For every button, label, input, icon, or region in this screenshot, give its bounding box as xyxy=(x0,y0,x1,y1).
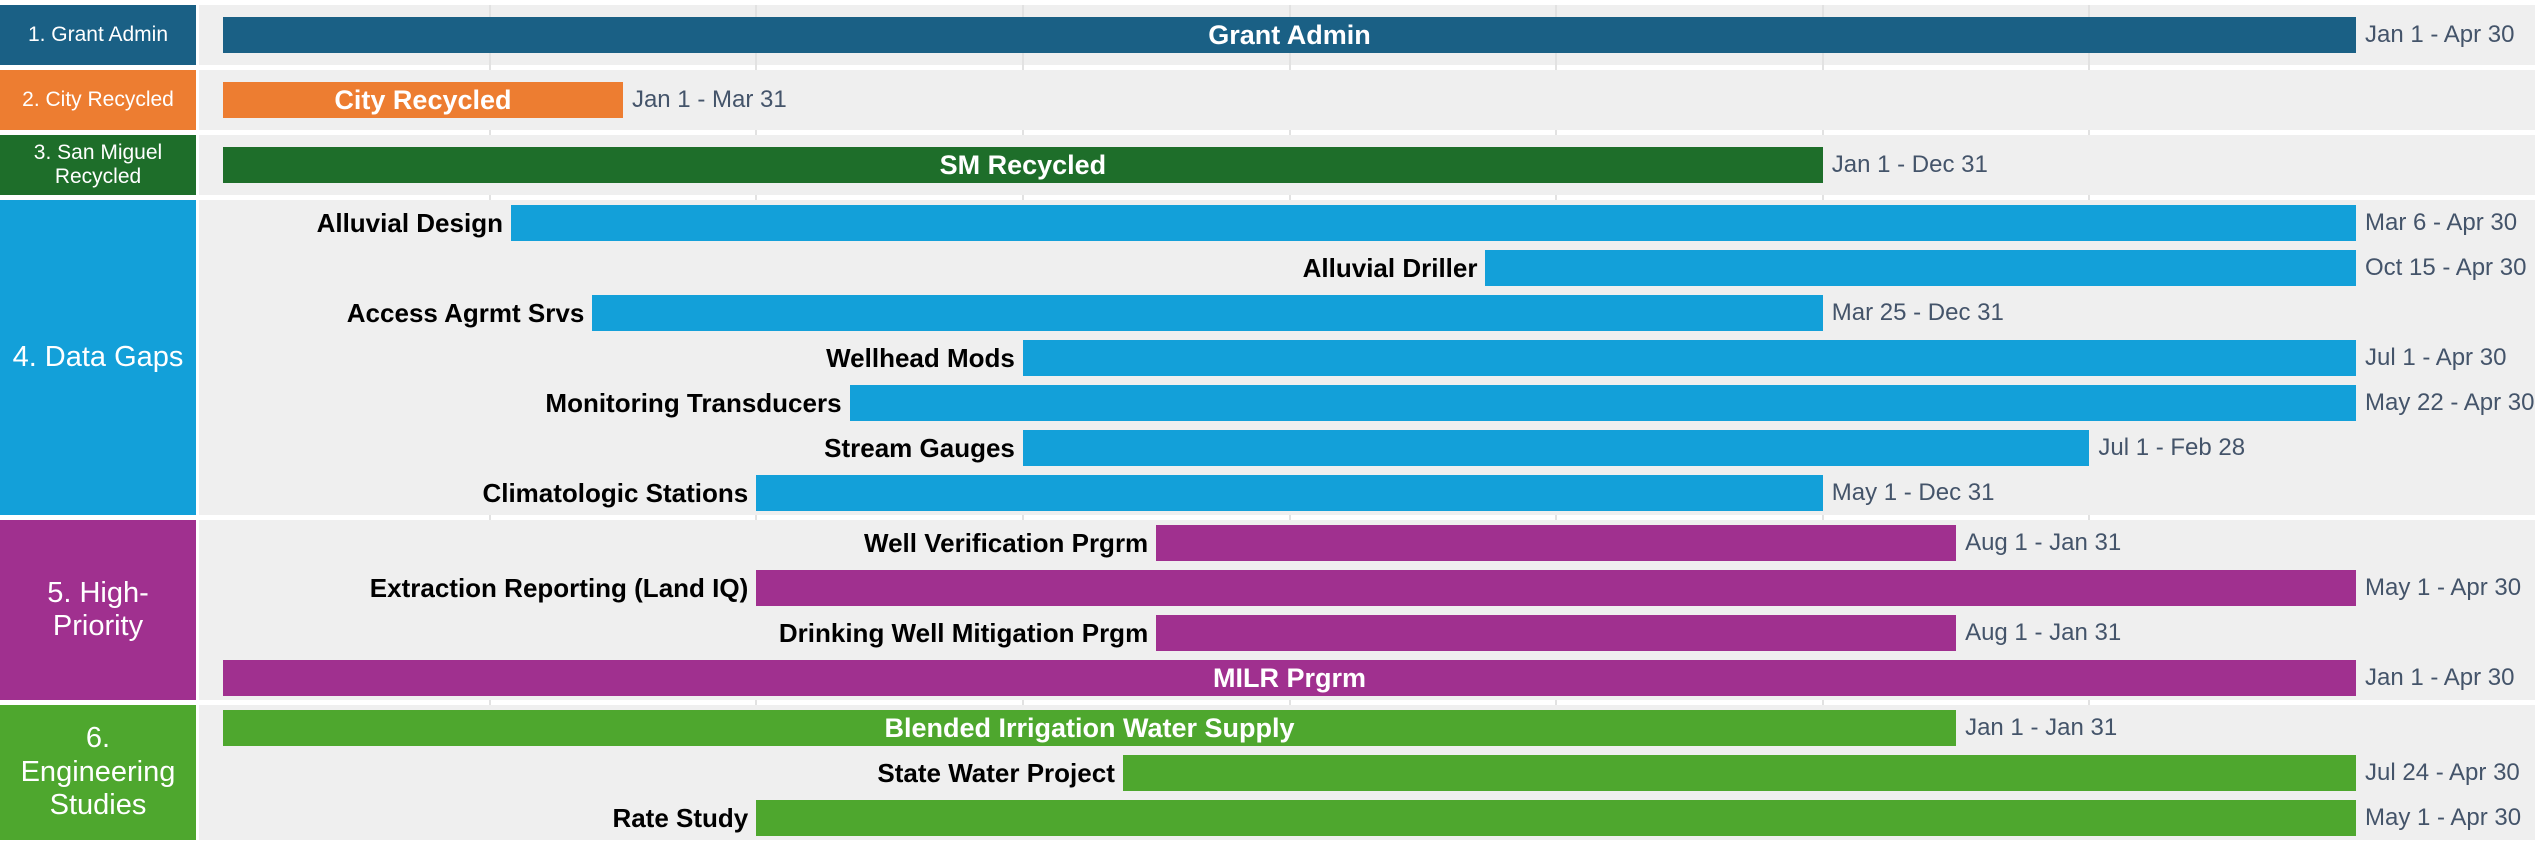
task-range: May 1 - Dec 31 xyxy=(1831,478,1995,506)
task-range: Jul 24 - Apr 30 xyxy=(2365,758,2520,786)
task-label: Drinking Well Mitigation Prgm xyxy=(778,617,1149,648)
task-label: MILR Prgrm xyxy=(1212,662,1366,693)
group-label: 6. Engineering Studies xyxy=(0,705,196,840)
task-range: Jan 1 - Apr 30 xyxy=(2365,21,2515,48)
group-label: 3. San Miguel Recycled xyxy=(0,135,196,195)
task-range: Jan 1 - Apr 30 xyxy=(2365,663,2515,691)
task-range: Jul 1 - Apr 30 xyxy=(2365,343,2507,371)
group-label: 5. High-Priority xyxy=(0,520,196,700)
task-bar xyxy=(1485,249,2356,286)
task-range: Jul 1 - Feb 28 xyxy=(2098,433,2246,461)
task-bar xyxy=(756,474,1823,511)
task-label: Extraction Reporting (Land IQ) xyxy=(369,572,749,603)
task-range: Jan 1 - Dec 31 xyxy=(1831,151,1988,178)
task-range: Mar 25 - Dec 31 xyxy=(1831,298,2004,326)
task-label: SM Recycled xyxy=(939,150,1107,180)
task-bar xyxy=(223,82,623,118)
task-label: Stream Gauges xyxy=(824,432,1015,463)
task-range: May 1 - Apr 30 xyxy=(2365,573,2522,601)
task-label: Alluvial Design xyxy=(316,207,503,238)
task-label: Blended Irrigation Water Supply xyxy=(884,712,1295,743)
task-label: Access Agrmt Srvs xyxy=(346,297,585,328)
task-bar xyxy=(1122,754,2356,791)
task-range: Oct 15 - Apr 30 xyxy=(2365,253,2527,281)
task-bar xyxy=(223,147,1823,183)
task-label: Well Verification Prgrm xyxy=(864,527,1149,558)
task-range: May 1 - Apr 30 xyxy=(2365,803,2522,831)
task-bar xyxy=(223,659,2356,696)
task-bar xyxy=(510,204,2356,241)
task-range: May 22 - Apr 30 xyxy=(2365,388,2535,416)
task-range: Jan 1 - Mar 31 xyxy=(631,86,787,113)
group-label: 1. Grant Admin xyxy=(0,5,196,65)
task-bar xyxy=(1022,429,2090,466)
task-label: Alluvial Driller xyxy=(1302,252,1478,283)
task-range: Aug 1 - Jan 31 xyxy=(1965,528,2122,556)
task-label: Wellhead Mods xyxy=(826,342,1015,373)
group-label: 2. City Recycled xyxy=(0,70,196,130)
group-label: 4. Data Gaps xyxy=(0,200,196,515)
task-bar xyxy=(849,384,2356,421)
task-bar xyxy=(223,17,2356,53)
task-label: Rate Study xyxy=(612,802,749,833)
task-label: City Recycled xyxy=(334,85,512,115)
task-label: Climatologic Stations xyxy=(482,477,749,508)
task-bar xyxy=(756,799,2356,836)
task-label: State Water Project xyxy=(877,757,1115,788)
task-range: Mar 6 - Apr 30 xyxy=(2365,208,2518,236)
task-bar xyxy=(223,709,1957,746)
task-label: Monitoring Transducers xyxy=(545,387,842,418)
task-range: Jan 1 - Jan 31 xyxy=(1965,713,2118,741)
task-bar xyxy=(1022,339,2356,376)
task-label: Grant Admin xyxy=(1208,20,1371,50)
task-range: Aug 1 - Jan 31 xyxy=(1965,618,2122,646)
task-bar xyxy=(1156,524,1957,561)
task-bar xyxy=(756,569,2356,606)
task-bar xyxy=(1156,614,1957,651)
task-bar xyxy=(592,294,1823,331)
